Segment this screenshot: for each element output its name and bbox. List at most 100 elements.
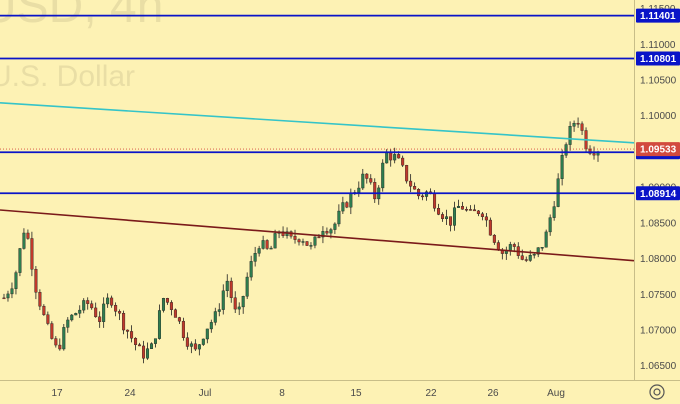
candle-body bbox=[345, 202, 349, 208]
candle-body bbox=[464, 209, 468, 211]
candle-body bbox=[134, 337, 138, 345]
candle-body bbox=[305, 241, 309, 246]
candle-body bbox=[532, 254, 536, 256]
candle-body bbox=[185, 337, 189, 347]
candle-body bbox=[520, 255, 524, 260]
candle-body bbox=[153, 338, 157, 344]
candle-body bbox=[389, 151, 393, 161]
price-axis-tick: 1.08500 bbox=[640, 218, 677, 229]
candle-body bbox=[118, 311, 122, 314]
candle-body bbox=[205, 328, 209, 340]
candle-body bbox=[472, 209, 476, 212]
candle-body bbox=[381, 162, 385, 189]
candle-body bbox=[548, 217, 552, 233]
candle-body bbox=[165, 298, 169, 303]
gear-icon[interactable] bbox=[649, 384, 665, 400]
level-badge bbox=[636, 8, 680, 23]
candle-body bbox=[257, 248, 261, 254]
candle-body bbox=[6, 293, 10, 299]
candle-body bbox=[253, 253, 257, 262]
candle-body bbox=[269, 247, 273, 250]
price-axis[interactable] bbox=[634, 0, 680, 404]
candle-body bbox=[86, 300, 90, 304]
candle-body bbox=[572, 122, 576, 127]
candle-body bbox=[325, 231, 329, 234]
candle-body bbox=[22, 232, 26, 249]
candle-body bbox=[385, 151, 389, 164]
candle-body bbox=[480, 213, 484, 217]
candle-body bbox=[106, 297, 110, 305]
candle-body bbox=[365, 173, 369, 179]
candle-body bbox=[544, 231, 548, 248]
candle-body bbox=[201, 338, 205, 345]
candle-body bbox=[34, 268, 38, 293]
candle-body bbox=[10, 288, 14, 295]
candle-body bbox=[58, 344, 62, 350]
candle-body bbox=[301, 241, 305, 243]
candle-body bbox=[369, 178, 373, 183]
price-axis-tick: 1.07500 bbox=[640, 290, 677, 301]
candle-body bbox=[189, 343, 193, 347]
candle-body bbox=[14, 272, 18, 289]
candle-body bbox=[149, 343, 153, 349]
candle-body bbox=[30, 238, 34, 270]
price-axis-tick: 1.10000 bbox=[640, 111, 677, 122]
candle-body bbox=[297, 239, 301, 243]
price-axis-tick: 1.10500 bbox=[640, 76, 677, 87]
candle-body bbox=[488, 219, 492, 236]
level-badge bbox=[636, 186, 680, 201]
candle-body bbox=[62, 327, 66, 350]
candle-body bbox=[142, 345, 146, 359]
level-badge-label: 1.10801 bbox=[640, 54, 677, 65]
time-axis-tick: 22 bbox=[425, 388, 437, 399]
candle-body bbox=[130, 331, 134, 339]
candle-body bbox=[536, 247, 540, 255]
candle-body bbox=[38, 292, 42, 307]
candle-body bbox=[237, 306, 241, 310]
candle-body bbox=[552, 206, 556, 218]
candle-body bbox=[90, 303, 94, 309]
candle-body bbox=[329, 229, 333, 234]
candle-body bbox=[265, 240, 269, 249]
candle-body bbox=[357, 187, 361, 193]
candle-body bbox=[173, 309, 177, 318]
trendline-cyan[interactable] bbox=[0, 102, 635, 144]
candle-body bbox=[341, 202, 345, 212]
candle-body bbox=[66, 319, 70, 328]
level-badge-label: 1.08914 bbox=[640, 189, 677, 200]
candle-body bbox=[524, 259, 528, 261]
candle-body bbox=[169, 302, 173, 310]
trendline-red[interactable] bbox=[0, 209, 635, 262]
candle-body bbox=[217, 309, 221, 312]
candle-body bbox=[138, 344, 142, 347]
time-axis-tick: 17 bbox=[51, 388, 63, 399]
candle-body bbox=[421, 195, 425, 198]
candle-body bbox=[249, 261, 253, 278]
candle-body bbox=[177, 317, 181, 322]
candle-body bbox=[576, 122, 580, 125]
price-axis-tick: 1.07000 bbox=[640, 326, 677, 337]
time-axis-tick: 26 bbox=[487, 388, 499, 399]
candle-body bbox=[102, 303, 106, 322]
candle-body bbox=[261, 240, 265, 249]
candle-body bbox=[94, 307, 98, 318]
candle-body bbox=[209, 322, 213, 330]
candle-body bbox=[74, 313, 78, 316]
candle-body bbox=[568, 126, 572, 145]
candle-body bbox=[433, 193, 437, 209]
candle-body bbox=[456, 206, 460, 208]
candle-body bbox=[18, 248, 22, 273]
candle-body bbox=[197, 344, 201, 350]
candle-body bbox=[98, 316, 102, 322]
candle-body bbox=[146, 348, 150, 359]
price-axis-tick: 1.06500 bbox=[640, 361, 677, 372]
candle-body bbox=[26, 232, 30, 239]
candle-body bbox=[229, 280, 233, 298]
candle-body bbox=[337, 210, 341, 225]
candle-body bbox=[193, 343, 197, 350]
candle-body bbox=[512, 244, 516, 247]
time-axis-tick: Aug bbox=[547, 388, 565, 399]
candle-body bbox=[409, 180, 413, 187]
